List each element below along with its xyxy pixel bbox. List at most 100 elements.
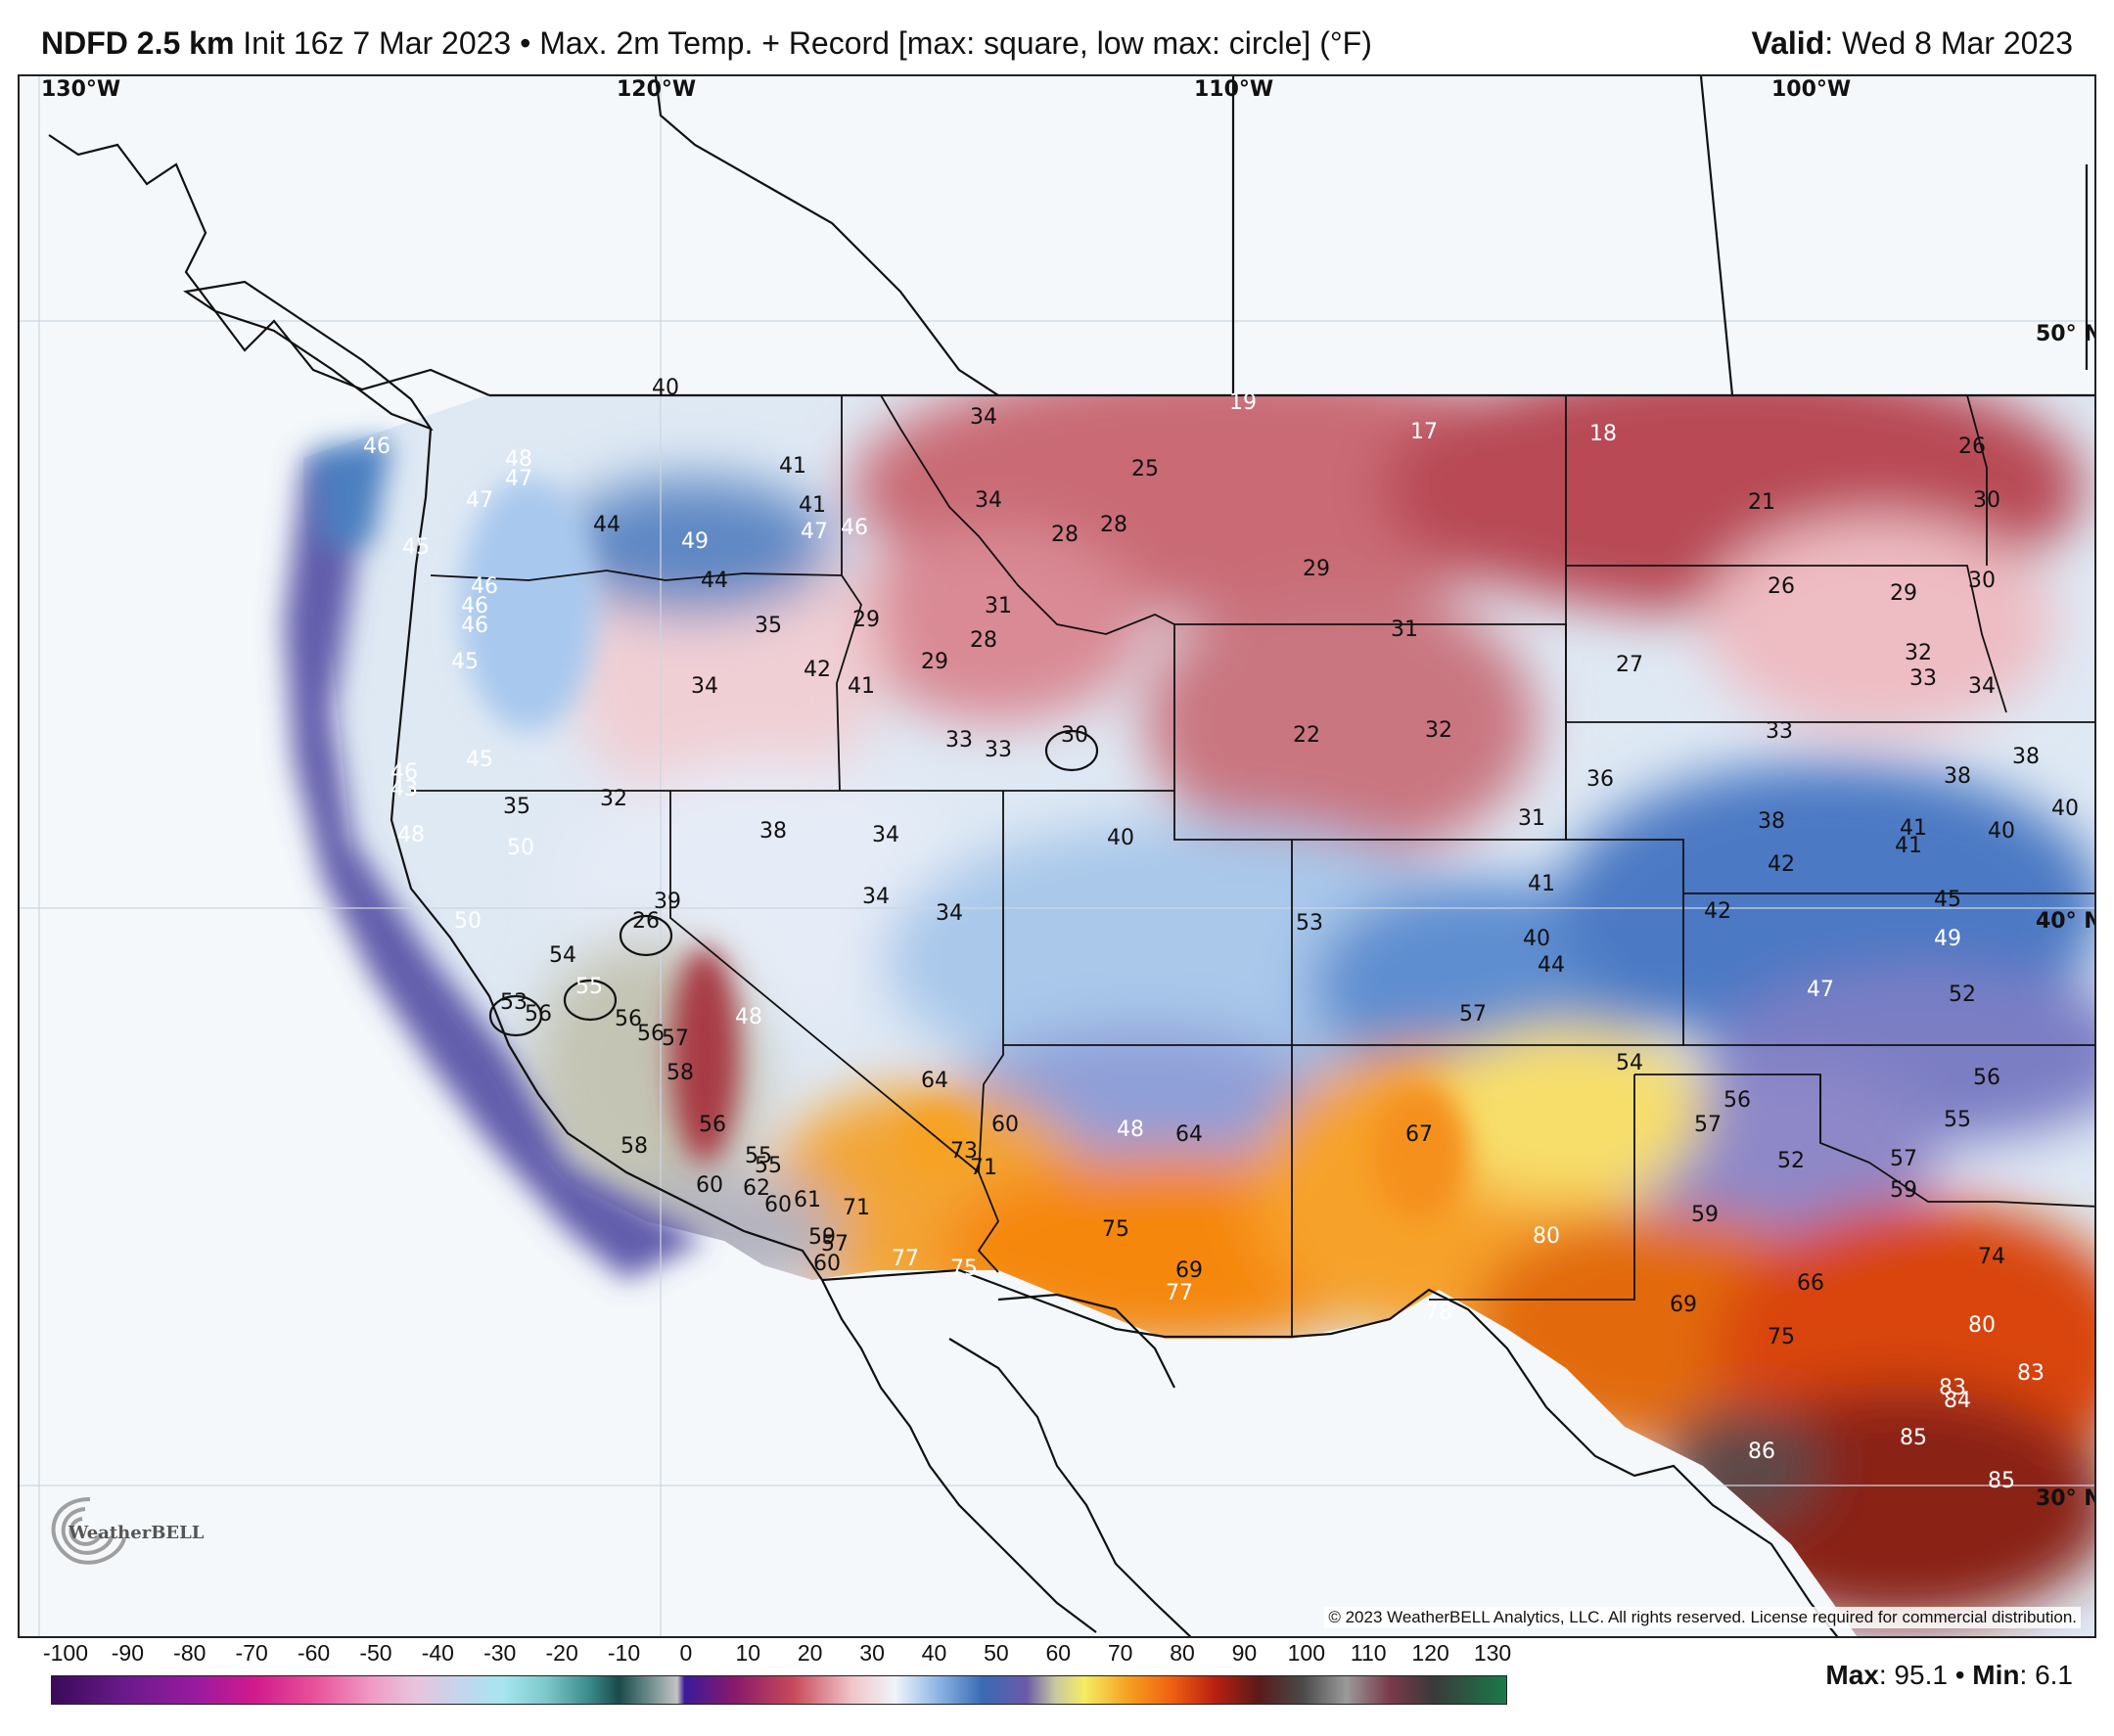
max-label: Max (1825, 1660, 1879, 1690)
temperature-label: 42 (804, 658, 831, 682)
temperature-label: 57 (1459, 1002, 1487, 1027)
min-value: : 6.1 (2019, 1660, 2073, 1690)
temperature-label: 47 (801, 520, 828, 544)
record-markers (488, 729, 1099, 1037)
init-time: Init 16z 7 Mar 2023 (243, 25, 512, 61)
temperature-label: 57 (662, 1027, 689, 1051)
colorbar-tick-label: 10 (735, 1640, 761, 1666)
temperature-label: 56 (615, 1007, 642, 1031)
temperature-label: 60 (764, 1193, 792, 1217)
temperature-label: 38 (2012, 745, 2040, 769)
temperature-label: 80 (1968, 1313, 1996, 1338)
lat-label: 40° N (2036, 909, 2096, 934)
temperature-label: 30 (1973, 488, 2000, 513)
temperature-label: 58 (666, 1061, 694, 1085)
temperature-label: 30 (1968, 569, 1996, 593)
temperature-label: 61 (794, 1188, 821, 1212)
temperature-label: 26 (1958, 434, 1986, 459)
colorbar-ticks: -100 -90 -80 -70 -60 -50 -40 -30 -20 -10 0 10 20 30 40… (0, 1640, 1566, 1669)
model-name: NDFD 2.5 km (41, 25, 235, 61)
temperature-label: 28 (1100, 513, 1127, 537)
temperature-label: 40 (652, 376, 679, 400)
temperature-label: 57 (1694, 1113, 1722, 1137)
colorbar-tick-label: 40 (921, 1640, 947, 1666)
temperature-label: 60 (991, 1113, 1019, 1137)
temperature-label: 29 (921, 650, 948, 674)
boundaries (48, 76, 2094, 1636)
temperature-label: 56 (637, 1022, 665, 1046)
colorbar-tick-label: -40 (421, 1640, 454, 1666)
temperature-label: 39 (654, 890, 681, 914)
colorbar-tick-label: -100 (42, 1640, 89, 1666)
temperature-label: 40 (1523, 927, 1550, 951)
temperature-label: 48 (735, 1005, 762, 1029)
temperature-label: 67 (1405, 1122, 1433, 1147)
stats-separator: • (1954, 1660, 1965, 1690)
temperature-label: 60 (696, 1173, 723, 1198)
colorbar-tick-label: -80 (173, 1640, 207, 1666)
temperature-label: 78 (1425, 1301, 1452, 1325)
temperature-label: 69 (1670, 1293, 1697, 1317)
temperature-label: 57 (821, 1232, 849, 1256)
temperature-label: 48 (1117, 1118, 1144, 1142)
min-label: Min (1972, 1660, 2020, 1690)
lon-label: 120°W (617, 77, 696, 102)
valid-label: Valid (1751, 25, 1825, 61)
temperature-label: 35 (503, 795, 530, 819)
temperature-label: 44 (1538, 953, 1565, 978)
colorbar-tick-label: 120 (1411, 1640, 1449, 1666)
temperature-label: 27 (1616, 653, 1643, 677)
temperature-label: 46 (391, 760, 418, 785)
temperature-label: 28 (970, 628, 997, 653)
temperature-label: 58 (620, 1134, 648, 1159)
max-min-stats: Max: 95.1 • Min: 6.1 (1825, 1660, 2073, 1691)
lon-label: 130°W (41, 77, 120, 102)
colorbar-tick-label: -60 (297, 1640, 331, 1666)
temperature-label: 49 (1934, 927, 1961, 951)
temperature-label: 71 (970, 1156, 997, 1180)
temperature-label: 44 (593, 513, 620, 537)
colorbar-tick-label: -90 (111, 1640, 145, 1666)
temperature-label: 34 (1968, 674, 1996, 699)
temperature-label: 50 (454, 909, 482, 934)
temperature-label: 46 (841, 516, 868, 540)
temperature-label: 32 (600, 787, 627, 811)
temperature-label: 38 (759, 819, 787, 844)
temperature-label: 33 (945, 728, 973, 753)
temperature-label: 42 (1704, 899, 1731, 924)
map-panel[interactable]: 130°W 120°W 110°W 100°W 50° N 40° N 30° … (18, 74, 2096, 1638)
temperature-label: 83 (2017, 1361, 2045, 1386)
temperature-label: 29 (1303, 557, 1330, 581)
temperature-label: 85 (1988, 1469, 2015, 1493)
temperature-label: 35 (755, 614, 782, 638)
temperature-label: 64 (921, 1069, 948, 1093)
temperature-label: 59 (1691, 1203, 1719, 1227)
colorbar-tick-label: 80 (1170, 1640, 1195, 1666)
temperature-label: 43 (391, 777, 418, 801)
lat-label: 50° N (2036, 322, 2096, 346)
temperature-label: 34 (975, 488, 1002, 513)
temperature-label: 31 (1518, 806, 1545, 831)
logo-text: WeatherBELL (68, 1523, 205, 1543)
map-svg: 130°W 120°W 110°W 100°W 50° N 40° N 30° … (20, 76, 2096, 1636)
lat-label: 30° N (2036, 1486, 2096, 1511)
lon-label: 110°W (1194, 77, 1273, 102)
temperature-label: 59 (1890, 1178, 1917, 1203)
temperature-label: 71 (843, 1196, 870, 1220)
colorbar-tick-label: 70 (1107, 1640, 1133, 1666)
temperature-label: 49 (681, 529, 709, 554)
colorbar-tick-label: 20 (797, 1640, 823, 1666)
temperature-label: 34 (936, 901, 963, 926)
temperature-label: 56 (1973, 1066, 2000, 1090)
colorbar-tick-label: 100 (1287, 1640, 1325, 1666)
temperature-label: 64 (1175, 1122, 1203, 1147)
temperature-label: 54 (1616, 1051, 1643, 1075)
temperature-label: 69 (1175, 1258, 1203, 1283)
temperature-label: 41 (1528, 872, 1555, 896)
temperature-label: 38 (1944, 764, 1971, 789)
temperature-label: 59 (808, 1225, 836, 1250)
temperature-label: 45 (451, 650, 479, 674)
temperature-label: 57 (1890, 1147, 1917, 1171)
temperature-label: 46 (471, 574, 498, 599)
